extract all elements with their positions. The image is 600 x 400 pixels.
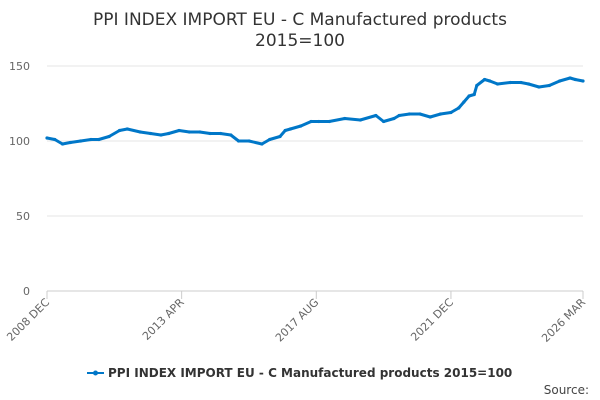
series-line xyxy=(46,76,584,146)
legend-label: PPI INDEX IMPORT EU - C Manufactured pro… xyxy=(108,366,512,380)
data-point xyxy=(472,92,476,97)
data-point xyxy=(68,140,72,145)
y-tick-label: 100 xyxy=(9,135,30,148)
data-point xyxy=(568,76,572,80)
data-point xyxy=(457,106,461,110)
data-point xyxy=(475,83,479,88)
data-point xyxy=(117,128,122,133)
data-point xyxy=(374,113,378,118)
x-tick-label: 2021 DEC xyxy=(408,296,456,344)
chart-subtitle: 2015=100 xyxy=(255,31,345,51)
data-point xyxy=(138,130,142,134)
data-point xyxy=(247,139,251,143)
data-point xyxy=(449,110,453,115)
data-point xyxy=(45,136,49,140)
data-point xyxy=(177,128,181,133)
data-point xyxy=(299,124,303,128)
x-tick-label: 2026 MAR xyxy=(539,296,588,345)
data-point xyxy=(573,77,577,82)
data-point xyxy=(288,127,293,131)
data-point xyxy=(581,79,585,83)
data-point xyxy=(392,116,396,121)
data-point xyxy=(438,112,443,116)
data-point xyxy=(283,128,287,133)
y-tick-label: 150 xyxy=(9,60,30,73)
data-point xyxy=(317,119,321,124)
chart-title: PPI INDEX IMPORT EU - C Manufactured pro… xyxy=(93,10,507,30)
data-point xyxy=(343,116,347,121)
legend-marker-icon xyxy=(93,370,98,376)
data-point xyxy=(53,137,57,142)
x-tick-label: 2017 AUG xyxy=(273,296,322,345)
data-point xyxy=(167,131,171,136)
data-point xyxy=(79,139,83,143)
x-tick-label: 2008 DEC xyxy=(4,296,52,344)
data-point xyxy=(462,100,466,104)
data-point xyxy=(237,139,241,143)
data-point xyxy=(519,80,523,85)
data-point xyxy=(208,131,212,136)
source-label: Source: xyxy=(544,383,589,397)
data-point xyxy=(428,115,432,119)
data-point xyxy=(488,79,492,83)
data-point xyxy=(418,112,422,116)
data-point xyxy=(125,127,129,131)
data-point xyxy=(397,113,401,118)
data-point xyxy=(527,82,531,86)
data-point xyxy=(148,131,153,136)
data-point xyxy=(60,142,65,146)
data-point xyxy=(268,137,272,142)
legend[interactable]: PPI INDEX IMPORT EU - C Manufactured pro… xyxy=(87,366,512,380)
x-tick-label: 2013 APR xyxy=(140,296,187,343)
data-point xyxy=(89,137,93,142)
data-point xyxy=(508,80,513,85)
data-point xyxy=(558,79,562,83)
data-point xyxy=(327,119,331,124)
data-point xyxy=(97,137,101,142)
data-point xyxy=(260,142,264,146)
data-point xyxy=(187,130,192,134)
data-point xyxy=(467,94,471,98)
data-point xyxy=(483,77,487,82)
data-point xyxy=(495,82,500,86)
data-point xyxy=(309,119,313,124)
data-point xyxy=(229,133,233,137)
data-point xyxy=(547,83,551,88)
data-point xyxy=(358,118,362,122)
data-point xyxy=(198,130,202,134)
data-point xyxy=(278,134,282,139)
data-point xyxy=(382,119,386,124)
data-point xyxy=(407,112,412,116)
y-tick-label: 0 xyxy=(23,285,30,298)
data-point xyxy=(159,133,163,137)
data-point xyxy=(107,134,111,139)
data-point xyxy=(218,131,223,136)
data-point xyxy=(537,85,541,89)
y-tick-label: 50 xyxy=(16,210,30,223)
